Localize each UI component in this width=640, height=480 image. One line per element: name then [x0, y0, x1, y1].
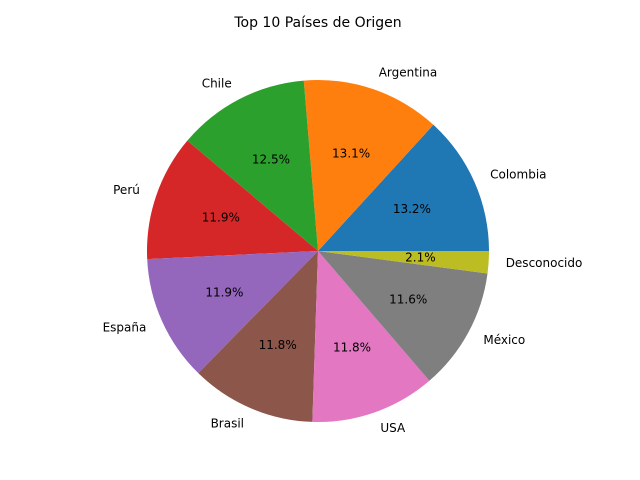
slice-pct-espana: 11.9% [205, 285, 243, 299]
slice-chile [187, 80, 318, 251]
slice-label-colombia: Colombia [490, 168, 546, 182]
slice-pct-brasil: 11.8% [259, 338, 297, 352]
slice-label-desconocido: Desconocido [506, 256, 583, 270]
slice-peru [147, 140, 318, 260]
chart-title: Top 10 Países de Origen [233, 15, 401, 31]
slice-brasil [198, 251, 318, 422]
slice-mexico [318, 251, 488, 381]
slice-label-usa: USA [380, 421, 406, 435]
slice-label-peru: Perú [113, 183, 140, 197]
slice-colombia [318, 124, 489, 251]
slice-pct-usa: 11.8% [333, 340, 371, 354]
slice-pct-mexico: 11.6% [389, 292, 427, 306]
slice-pct-desconocido: 2.1% [405, 250, 436, 264]
pie-labels: Colombia 13.2% Argentina 13.1% Chile 12.5% Per… [103, 65, 583, 434]
slice-argentina [303, 80, 434, 251]
pie-slices [147, 80, 489, 422]
slice-pct-chile: 12.5% [252, 152, 290, 166]
slice-label-chile: Chile [202, 76, 232, 90]
slice-desconocido [318, 251, 489, 274]
slice-espana [147, 251, 318, 374]
slice-pct-colombia: 13.2% [393, 202, 431, 216]
slice-label-mexico: México [483, 333, 525, 347]
slice-label-argentina: Argentina [379, 65, 438, 79]
slice-pct-argentina: 13.1% [332, 146, 370, 160]
slice-label-brasil: Brasil [211, 416, 244, 430]
slice-label-espana: España [103, 320, 147, 334]
slice-pct-peru: 11.9% [202, 211, 240, 225]
slice-usa [312, 251, 430, 422]
